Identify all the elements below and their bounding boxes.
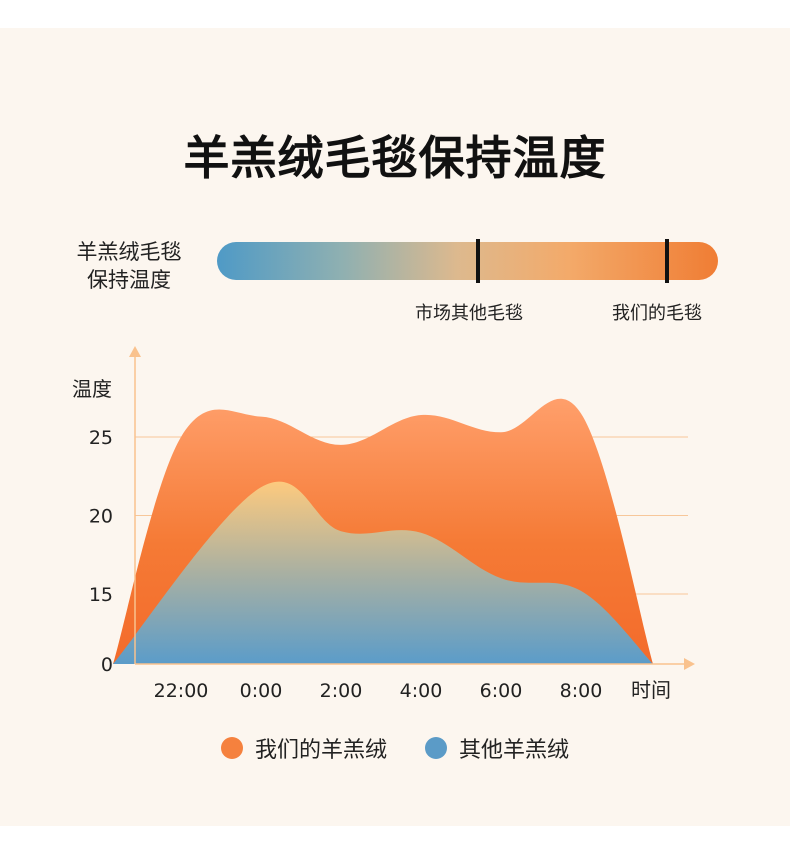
gauge-label-line2: 保持温度 [87,268,171,292]
x-tick-label-5: 8:00 [560,680,603,702]
y-axis-label: 温度 [72,377,112,401]
gauge-marker-ours-label: 我们的毛毯 [612,303,702,324]
legend-dot-other [425,737,447,759]
page-title: 羊羔绒毛毯保持温度 [183,131,607,185]
gauge-label-line1: 羊羔绒毛毯 [76,240,182,264]
y-tick-label-15: 15 [89,584,113,606]
area-series-other [113,481,653,664]
x-axis-label: 时间 [631,678,671,702]
x-tick-label-4: 6:00 [480,680,523,702]
x-axis-arrow-icon [684,658,695,670]
gauge-label: 羊羔绒毛毯 保持温度 [58,238,200,294]
legend-label-ours: 我们的羊羔绒 [254,738,387,763]
gauge-marker-market [476,239,480,283]
y-axis-arrow-icon [129,346,141,357]
legend-item-ours: 我们的羊羔绒 [220,732,387,764]
x-tick-label-0: 22:00 [154,680,209,702]
temperature-gauge-bar [217,242,718,280]
x-tick-label-2: 2:00 [320,680,363,702]
legend-dot-ours [220,737,243,759]
legend-item-other: 其他羊羔绒 [425,732,569,764]
x-tick-label-3: 4:00 [400,680,443,702]
y-tick-label-0: 0 [101,654,113,676]
y-tick-label-20: 20 [89,506,113,528]
gauge-marker-ours [665,239,669,283]
gauge-marker-market-label: 市场其他毛毯 [415,303,523,324]
x-tick-label-1: 0:00 [240,680,283,702]
chart-legend: 我们的羊羔绒 其他羊羔绒 [0,732,790,764]
legend-label-other: 其他羊羔绒 [459,738,570,763]
y-tick-label-25: 25 [89,427,113,449]
